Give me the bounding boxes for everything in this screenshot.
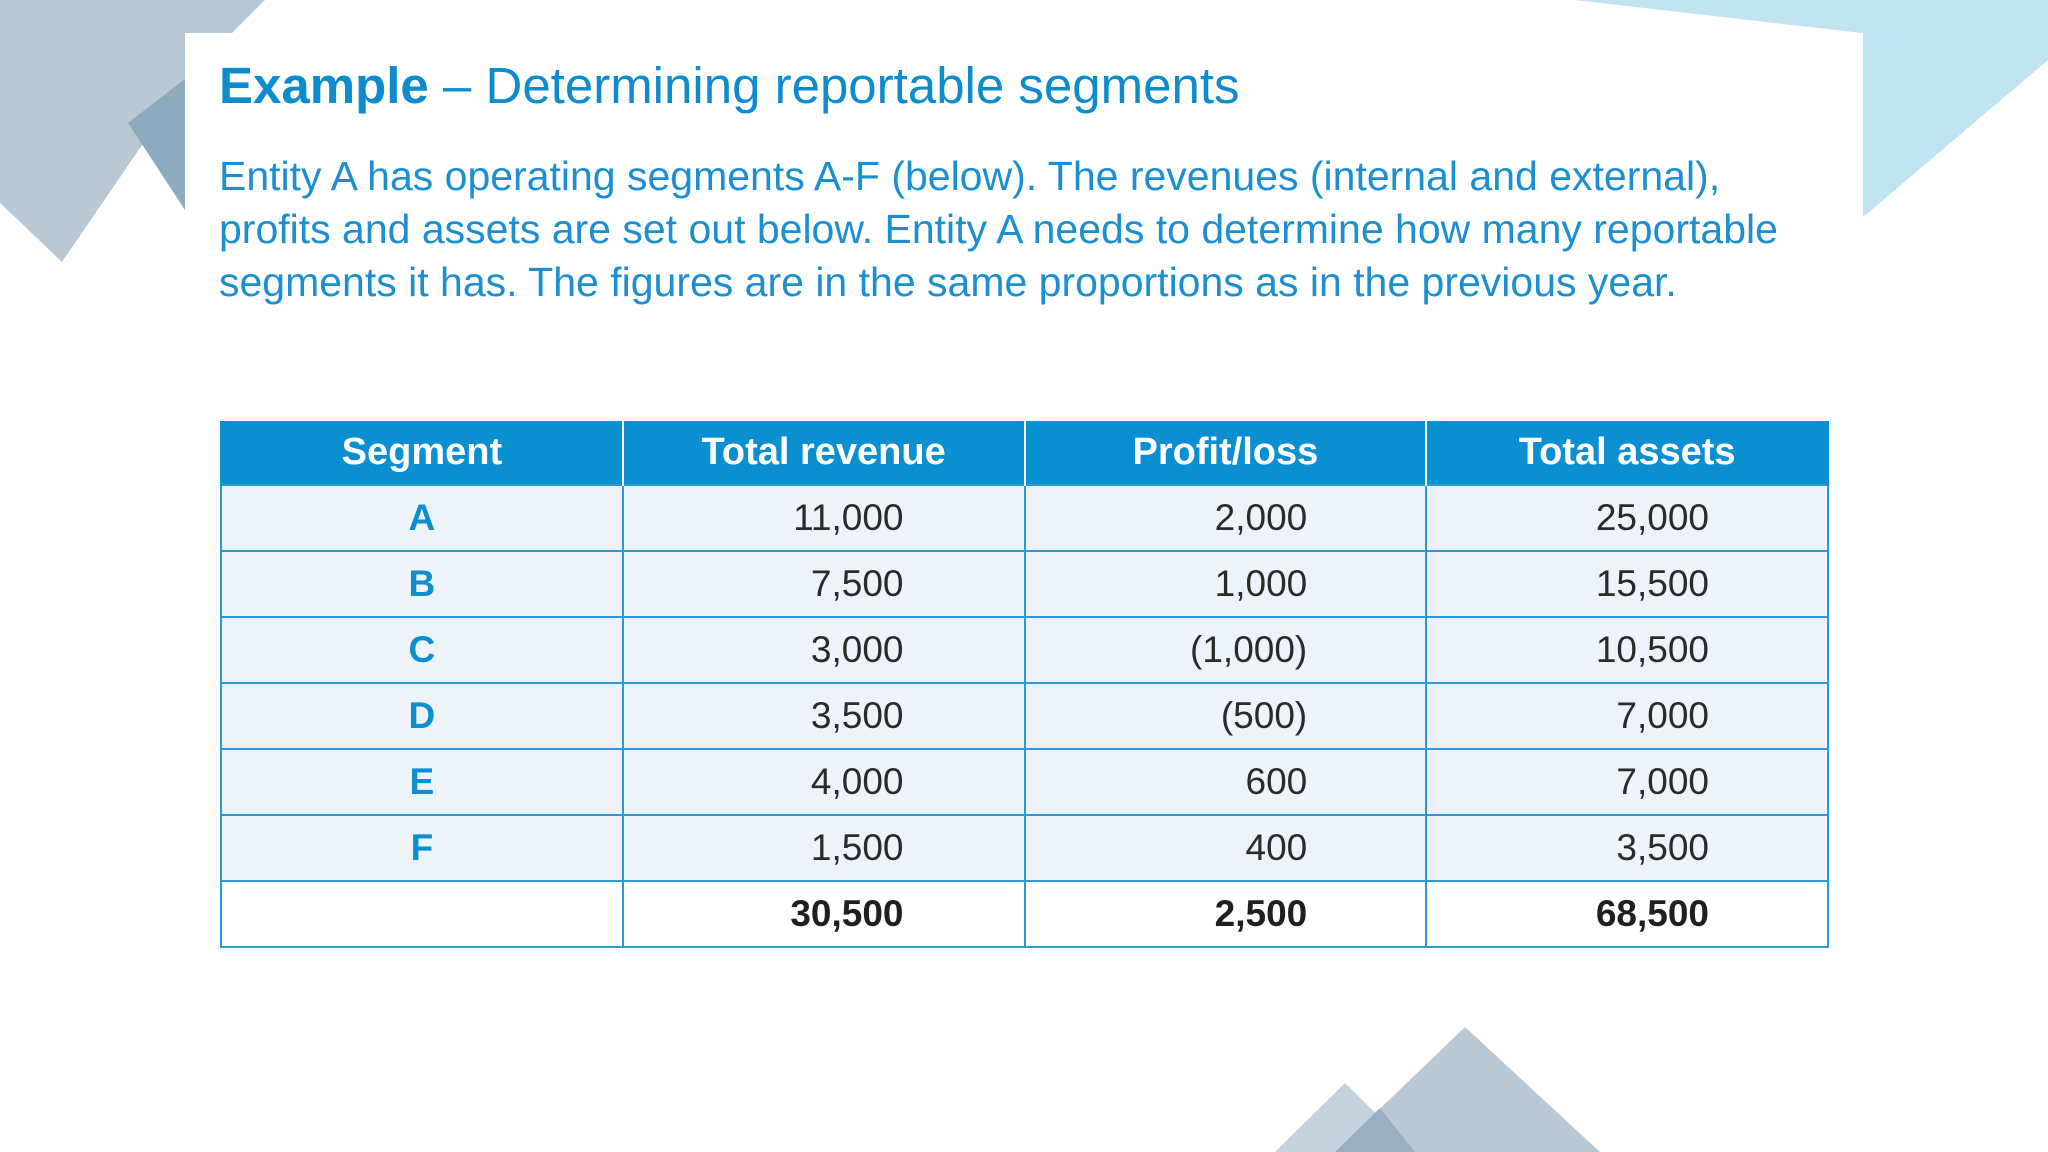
cell-total-revenue: 3,500: [621, 682, 1026, 750]
cell-profit-loss: (1,000): [1023, 616, 1428, 684]
cell-total-assets-sum: 68,500: [1425, 880, 1829, 948]
slide-title-rest: – Determining reportable segments: [428, 57, 1240, 114]
header-profit-loss: Profit/loss: [1023, 421, 1428, 485]
cell-segment: A: [220, 484, 624, 552]
cell-segment: E: [220, 748, 624, 816]
cell-profit-loss: 2,000: [1023, 484, 1428, 552]
cell-total-revenue: 11,000: [621, 484, 1026, 552]
segments-table: Segment Total revenue Profit/loss Total …: [220, 421, 1829, 948]
cell-total-revenue: 4,000: [621, 748, 1026, 816]
header-segment: Segment: [220, 421, 624, 485]
cell-total-assets: 15,500: [1425, 550, 1829, 618]
cell-total-assets: 7,000: [1425, 748, 1829, 816]
cell-total-segment: [220, 880, 624, 948]
slide-title: Example – Determining reportable segment…: [219, 50, 1240, 122]
decor-triangle-bottom-overlap: [1335, 1108, 1415, 1152]
cell-segment: B: [220, 550, 624, 618]
cell-profit-loss-sum: 2,500: [1023, 880, 1428, 948]
intro-paragraph: Entity A has operating segments A-F (bel…: [219, 153, 1778, 305]
decor-triangle-top-right: [1575, 0, 2048, 218]
table-total-row: 30,500 2,500 68,500: [220, 880, 1829, 948]
table-header-row: Segment Total revenue Profit/loss Total …: [220, 421, 1829, 485]
table-row: D 3,500 (500) 7,000: [220, 682, 1829, 750]
cell-total-assets: 10,500: [1425, 616, 1829, 684]
cell-total-assets: 25,000: [1425, 484, 1829, 552]
cell-total-assets: 7,000: [1425, 682, 1829, 750]
cell-profit-loss: (500): [1023, 682, 1428, 750]
slide-title-bold: Example: [219, 57, 429, 114]
table-row: E 4,000 600 7,000: [220, 748, 1829, 816]
table-row: F 1,500 400 3,500: [220, 814, 1829, 882]
header-total-revenue: Total revenue: [621, 421, 1026, 485]
table-row: A 11,000 2,000 25,000: [220, 484, 1829, 552]
cell-segment: D: [220, 682, 624, 750]
cell-total-assets: 3,500: [1425, 814, 1829, 882]
decor-triangle-bottom-right: [1335, 1027, 1600, 1152]
cell-total-revenue-sum: 30,500: [621, 880, 1026, 948]
table-row: C 3,000 (1,000) 10,500: [220, 616, 1829, 684]
cell-profit-loss: 600: [1023, 748, 1428, 816]
header-total-assets: Total assets: [1425, 421, 1829, 485]
cell-segment: F: [220, 814, 624, 882]
segments-table-wrapper: Segment Total revenue Profit/loss Total …: [220, 421, 1829, 948]
cell-total-revenue: 3,000: [621, 616, 1026, 684]
cell-profit-loss: 1,000: [1023, 550, 1428, 618]
table-row: B 7,500 1,000 15,500: [220, 550, 1829, 618]
cell-segment: C: [220, 616, 624, 684]
cell-total-revenue: 1,500: [621, 814, 1026, 882]
cell-profit-loss: 400: [1023, 814, 1428, 882]
cell-total-revenue: 7,500: [621, 550, 1026, 618]
